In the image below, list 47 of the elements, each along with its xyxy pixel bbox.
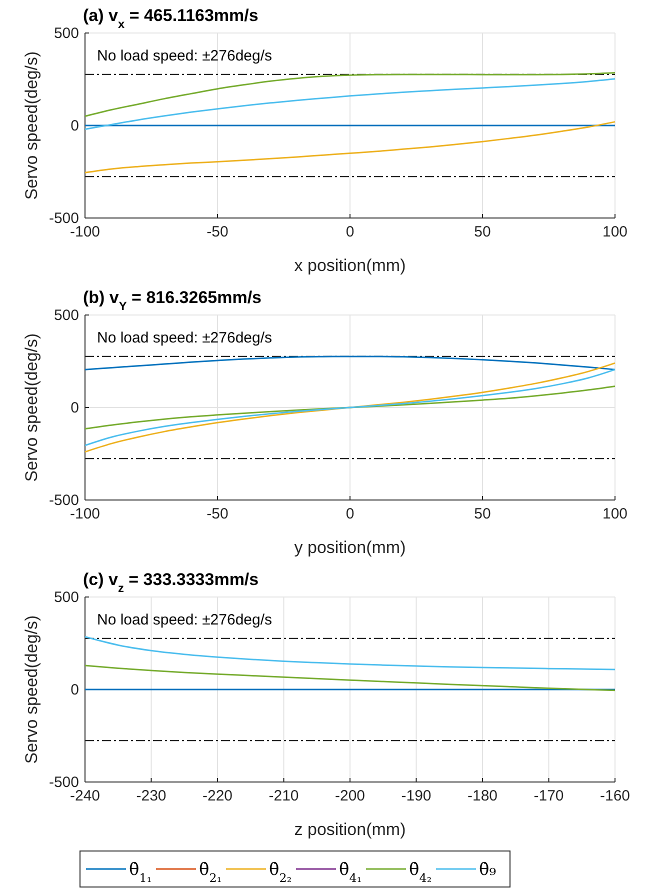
x-axis-title: y position(mm) [294,538,406,557]
x-tick-label: -230 [136,788,166,805]
x-tick-label: 50 [474,506,491,523]
line-series [84,385,616,430]
legend-label: θ̇$_{4₂}$ [409,860,432,885]
ref-line-label: No load speed: ±276deg/s [97,611,272,628]
x-tick-label: -50 [206,224,228,241]
y-tick-label: 0 [70,399,79,416]
x-tick-label: -190 [401,788,432,805]
ref-line-label: No load speed: ±276deg/s [97,47,272,64]
legend-label: θ̇$_{2₂}$ [269,860,292,885]
x-tick-label: -220 [202,788,233,805]
x-tick-label: 0 [346,224,354,241]
legend-label: θ̇$_{2₁}$ [199,860,222,885]
chart-title: (a) v$_{x}$ = 465.1163mm/s [83,6,258,31]
x-axis-title: x position(mm) [294,256,406,275]
line-series [84,636,616,670]
y-tick-label: 500 [54,588,79,606]
legend-label: θ̇$_{1₁}$ [129,860,152,885]
x-tick-label: -210 [268,788,299,805]
x-tick-label: -50 [206,506,228,523]
y-tick-label: 500 [54,24,79,42]
line-series [84,356,616,370]
x-tick-label: 100 [602,224,628,241]
chart-title: (b) v$_{Y}$ = 816.3265mm/s [83,288,262,313]
x-tick-label: -170 [534,788,564,805]
x-tick-label: -160 [600,788,630,805]
y-axis-title: Servo speed(deg/s) [22,615,41,764]
y-tick-label: 0 [70,117,79,134]
x-tick-label: 50 [474,224,491,241]
chart-title: (c) v$_{z}$ = 333.3333mm/s [83,570,259,595]
y-axis-title: Servo speed(deg/s) [22,333,41,482]
x-tick-label: -180 [467,788,498,805]
line-series [84,121,616,174]
line-series [84,78,616,130]
x-tick-label: 100 [602,506,628,523]
x-axis-title: z position(mm) [294,820,406,839]
line-series [84,72,616,117]
legend-label: θ̇₉ [479,860,496,880]
y-axis-title: Servo speed(deg/s) [22,51,41,200]
x-tick-label: -200 [334,788,366,805]
y-tick-label: 500 [54,306,79,324]
y-tick-label: 0 [70,681,79,698]
x-tick-label: 0 [346,506,354,523]
line-series [84,664,616,692]
legend-label: θ̇$_{4₁}$ [339,860,362,885]
ref-line-label: No load speed: ±276deg/s [97,329,272,346]
